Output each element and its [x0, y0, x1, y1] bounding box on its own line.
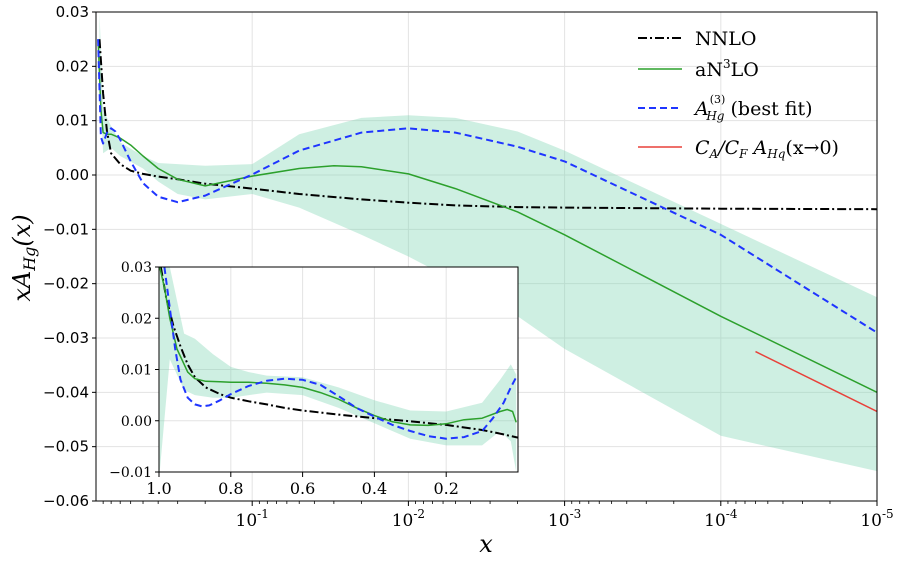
- y-tick-label: −0.01: [109, 465, 152, 481]
- series-line-nnlo: [98, 39, 877, 211]
- y-tick-label: −0.05: [43, 438, 89, 456]
- inset-axis-ticks: −0.01 0.00 0.01 0.02 0.03 1.0 0.8 0.6 0.4 0.2: [109, 260, 459, 498]
- x-tick-label: 10-4: [704, 507, 738, 531]
- x-tick-label: 10-5: [860, 507, 893, 531]
- inset-uncertainty-band: [159, 267, 517, 472]
- y-tick-label: 0.02: [121, 311, 152, 327]
- x-tick-label: 10-3: [548, 507, 581, 531]
- legend-label-nnlo: NNLO: [695, 28, 756, 50]
- main-plot-frame: [95, 11, 878, 502]
- y-tick-label: 0.01: [121, 363, 152, 379]
- uncertainty-band-area: [159, 267, 517, 472]
- y-tick-label: −0.02: [43, 275, 89, 293]
- y-tick-label: 0.00: [56, 166, 89, 184]
- x-tick-label: 0.8: [218, 479, 243, 498]
- y-tick-label: −0.01: [43, 220, 89, 238]
- legend-label-smallx: CA/CF AHq(x→0): [695, 137, 839, 161]
- series-line-an3lo: [159, 267, 517, 427]
- y-tick-label: −0.06: [43, 492, 89, 510]
- series-line-c-a-c-f-a-hq-x-0: [755, 350, 877, 413]
- y-axis-label: xAHg(x): [8, 214, 39, 301]
- y-tick-label: −0.04: [43, 383, 89, 401]
- x-tick-label: 0.4: [362, 479, 387, 498]
- y-tick-label: 0.03: [56, 3, 89, 21]
- main-uncertainty-band: [99, 12, 877, 472]
- y-tick-label: 0.01: [56, 112, 89, 130]
- y-tick-label: −0.03: [43, 329, 89, 347]
- main-axis-ticks: 0.03 0.02 0.01 0.00 −0.01 −0.02 −0.03 −0.04 −0.0…: [43, 3, 894, 531]
- x-tick-label: 10-1: [236, 507, 269, 531]
- x-tick-label: 0.2: [433, 479, 458, 498]
- x-tick-label: 10-2: [392, 507, 425, 531]
- inset-series-lines: [159, 267, 518, 440]
- x-tick-label: 1.0: [146, 479, 171, 498]
- uncertainty-band-area: [99, 12, 877, 472]
- x-tick-label: 0.6: [290, 479, 315, 498]
- legend-label-bestfit: A(3) Hg (best fit): [693, 93, 813, 123]
- series-line-a-hg-3-best-fit: [97, 39, 877, 334]
- y-tick-label: 0.00: [121, 414, 152, 430]
- legend-label-an3lo: aN3LO: [695, 57, 759, 81]
- y-tick-label: 0.03: [121, 260, 152, 276]
- series-line-an3lo: [97, 39, 877, 393]
- legend: NNLO aN3LO A(3) Hg (best fit) CA/CF AHq(x…: [638, 28, 839, 161]
- main-series-lines: [97, 39, 877, 413]
- y-tick-label: 0.02: [56, 57, 89, 75]
- series-line-a-hg-3-best-fit: [163, 267, 518, 440]
- x-axis-label: x: [479, 530, 493, 558]
